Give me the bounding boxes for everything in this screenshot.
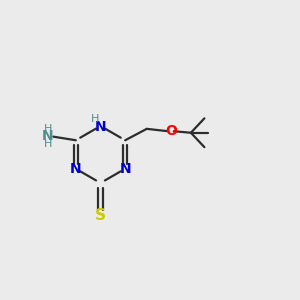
Text: N: N bbox=[70, 162, 81, 176]
Text: S: S bbox=[95, 208, 106, 223]
Text: H: H bbox=[44, 139, 52, 149]
Text: H: H bbox=[44, 124, 52, 134]
Text: N: N bbox=[42, 129, 54, 143]
Text: H: H bbox=[91, 114, 99, 124]
Text: O: O bbox=[165, 124, 177, 138]
Text: N: N bbox=[120, 162, 131, 176]
Text: N: N bbox=[95, 120, 106, 134]
